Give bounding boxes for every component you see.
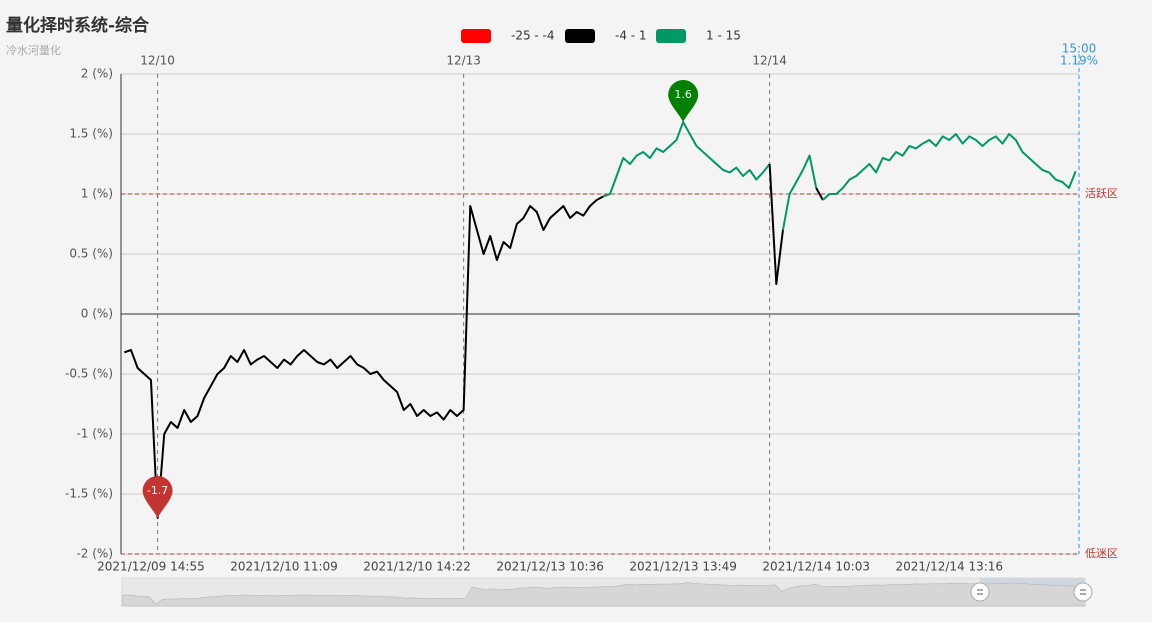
legend-label: -25 - -4 bbox=[511, 29, 555, 43]
y-tick-label: 0.5 (%) bbox=[69, 247, 113, 261]
x-tick-label: 2021/12/13 13:49 bbox=[629, 560, 737, 574]
y-tick-label: 0 (%) bbox=[81, 307, 113, 321]
legend-swatch bbox=[461, 29, 491, 43]
x-tick-label: 2021/12/13 10:36 bbox=[496, 560, 604, 574]
line-segment bbox=[602, 121, 771, 198]
x-tick-label: 2021/12/14 13:16 bbox=[895, 560, 1003, 574]
zoom-handle[interactable] bbox=[1073, 582, 1093, 602]
y-tick-label: 1 (%) bbox=[81, 187, 113, 201]
date-line-label: 12/10 bbox=[140, 54, 175, 68]
legend-swatch bbox=[656, 29, 686, 43]
zoom-handle[interactable] bbox=[970, 582, 990, 602]
chart-title: 量化择时系统-综合 bbox=[6, 15, 150, 36]
pin-label: 1.6 bbox=[674, 88, 692, 101]
mark-line-label: 活跃区 bbox=[1085, 186, 1118, 200]
pin bbox=[668, 80, 699, 122]
x-tick-label: 2021/12/09 14:55 bbox=[97, 560, 205, 574]
date-line-label: 12/14 bbox=[752, 54, 787, 68]
legend-label: 1 - 15 bbox=[706, 29, 741, 43]
pointer-time: 15:00 bbox=[1062, 42, 1097, 56]
x-tick-label: 2021/12/14 10:03 bbox=[762, 560, 870, 574]
line-segment bbox=[822, 133, 1077, 201]
line-segment bbox=[123, 195, 604, 519]
y-tick-label: 2 (%) bbox=[81, 67, 113, 81]
y-tick-label: -0.5 (%) bbox=[65, 367, 113, 381]
pin bbox=[142, 476, 173, 518]
pin-label: -1.7 bbox=[147, 484, 168, 497]
date-line-label: 12/13 bbox=[446, 54, 481, 68]
x-tick-label: 2021/12/10 11:09 bbox=[230, 560, 338, 574]
line-segment bbox=[768, 163, 784, 285]
line-segment bbox=[781, 154, 818, 231]
y-tick-label: -2 (%) bbox=[76, 547, 113, 561]
chart-subtitle: 冷水河量化 bbox=[6, 43, 61, 57]
legend-label: -4 - 1 bbox=[615, 29, 647, 43]
y-tick-label: 1.5 (%) bbox=[69, 127, 113, 141]
legend-swatch bbox=[565, 29, 595, 43]
zoom-area bbox=[121, 582, 1086, 607]
mark-line-label: 低迷区 bbox=[1085, 547, 1118, 560]
line-segment bbox=[815, 187, 824, 201]
y-tick-label: -1.5 (%) bbox=[65, 487, 113, 501]
y-tick-label: -1 (%) bbox=[76, 427, 113, 441]
x-tick-label: 2021/12/10 14:22 bbox=[363, 560, 471, 574]
pointer-value: 1.19% bbox=[1060, 54, 1098, 68]
